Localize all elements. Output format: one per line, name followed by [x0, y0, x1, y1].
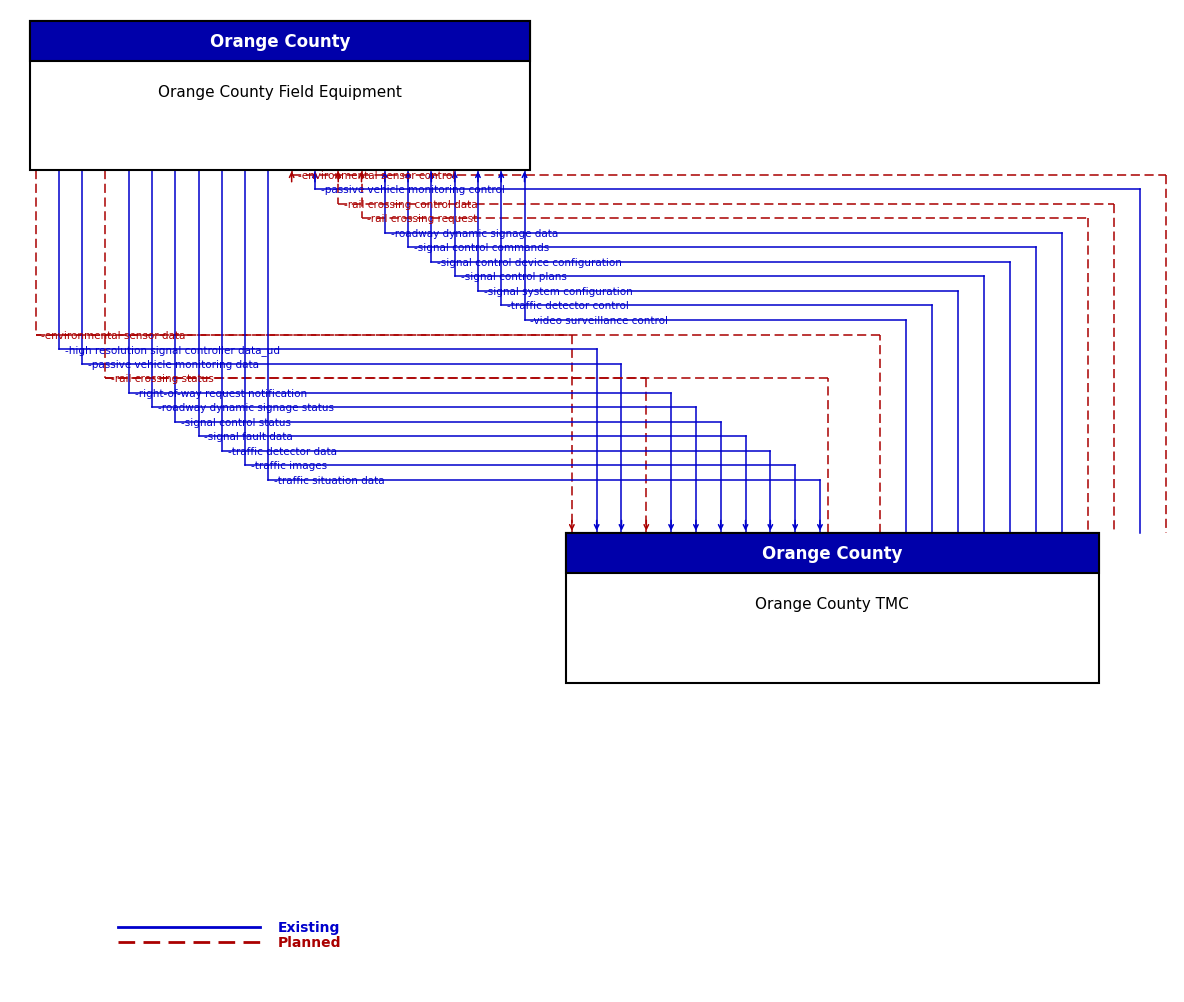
Text: -environmental sensor control: -environmental sensor control — [297, 170, 455, 180]
Text: Existing: Existing — [278, 920, 341, 934]
Text: Planned: Planned — [278, 935, 342, 949]
Text: -rail crossing request: -rail crossing request — [367, 214, 477, 223]
Text: -rail crossing control data: -rail crossing control data — [345, 199, 478, 209]
Text: -signal control plans: -signal control plans — [461, 273, 566, 282]
Text: -signal control device configuration: -signal control device configuration — [437, 258, 622, 268]
Text: -right-of-way request notification: -right-of-way request notification — [135, 389, 307, 398]
Bar — [30, 22, 530, 170]
Text: -passive vehicle monitoring data: -passive vehicle monitoring data — [88, 360, 259, 369]
Text: Orange County: Orange County — [210, 33, 350, 51]
Text: Orange County TMC: Orange County TMC — [755, 596, 909, 611]
Text: -rail crossing status: -rail crossing status — [111, 374, 214, 384]
Bar — [566, 533, 1099, 683]
Bar — [566, 533, 1099, 573]
Text: -environmental sensor data: -environmental sensor data — [41, 331, 186, 340]
Text: -roadway dynamic signage data: -roadway dynamic signage data — [391, 228, 558, 238]
Text: -signal control commands: -signal control commands — [414, 243, 549, 253]
Text: -passive vehicle monitoring control: -passive vehicle monitoring control — [321, 185, 504, 194]
Text: -traffic situation data: -traffic situation data — [275, 476, 385, 485]
Text: -roadway dynamic signage status: -roadway dynamic signage status — [157, 403, 334, 413]
Text: -traffic detector data: -traffic detector data — [227, 447, 336, 456]
Text: Orange County: Orange County — [762, 544, 902, 562]
Text: -high resolution signal controller data_ud: -high resolution signal controller data_… — [65, 345, 279, 355]
Text: -signal system configuration: -signal system configuration — [484, 287, 632, 297]
Text: -video surveillance control: -video surveillance control — [530, 316, 669, 326]
Text: -traffic detector control: -traffic detector control — [507, 302, 629, 311]
Bar — [30, 22, 530, 62]
Text: -traffic images: -traffic images — [251, 461, 327, 471]
Text: -signal fault data: -signal fault data — [205, 432, 294, 442]
Text: -signal control status: -signal control status — [181, 418, 291, 427]
Text: Orange County Field Equipment: Orange County Field Equipment — [159, 85, 401, 100]
